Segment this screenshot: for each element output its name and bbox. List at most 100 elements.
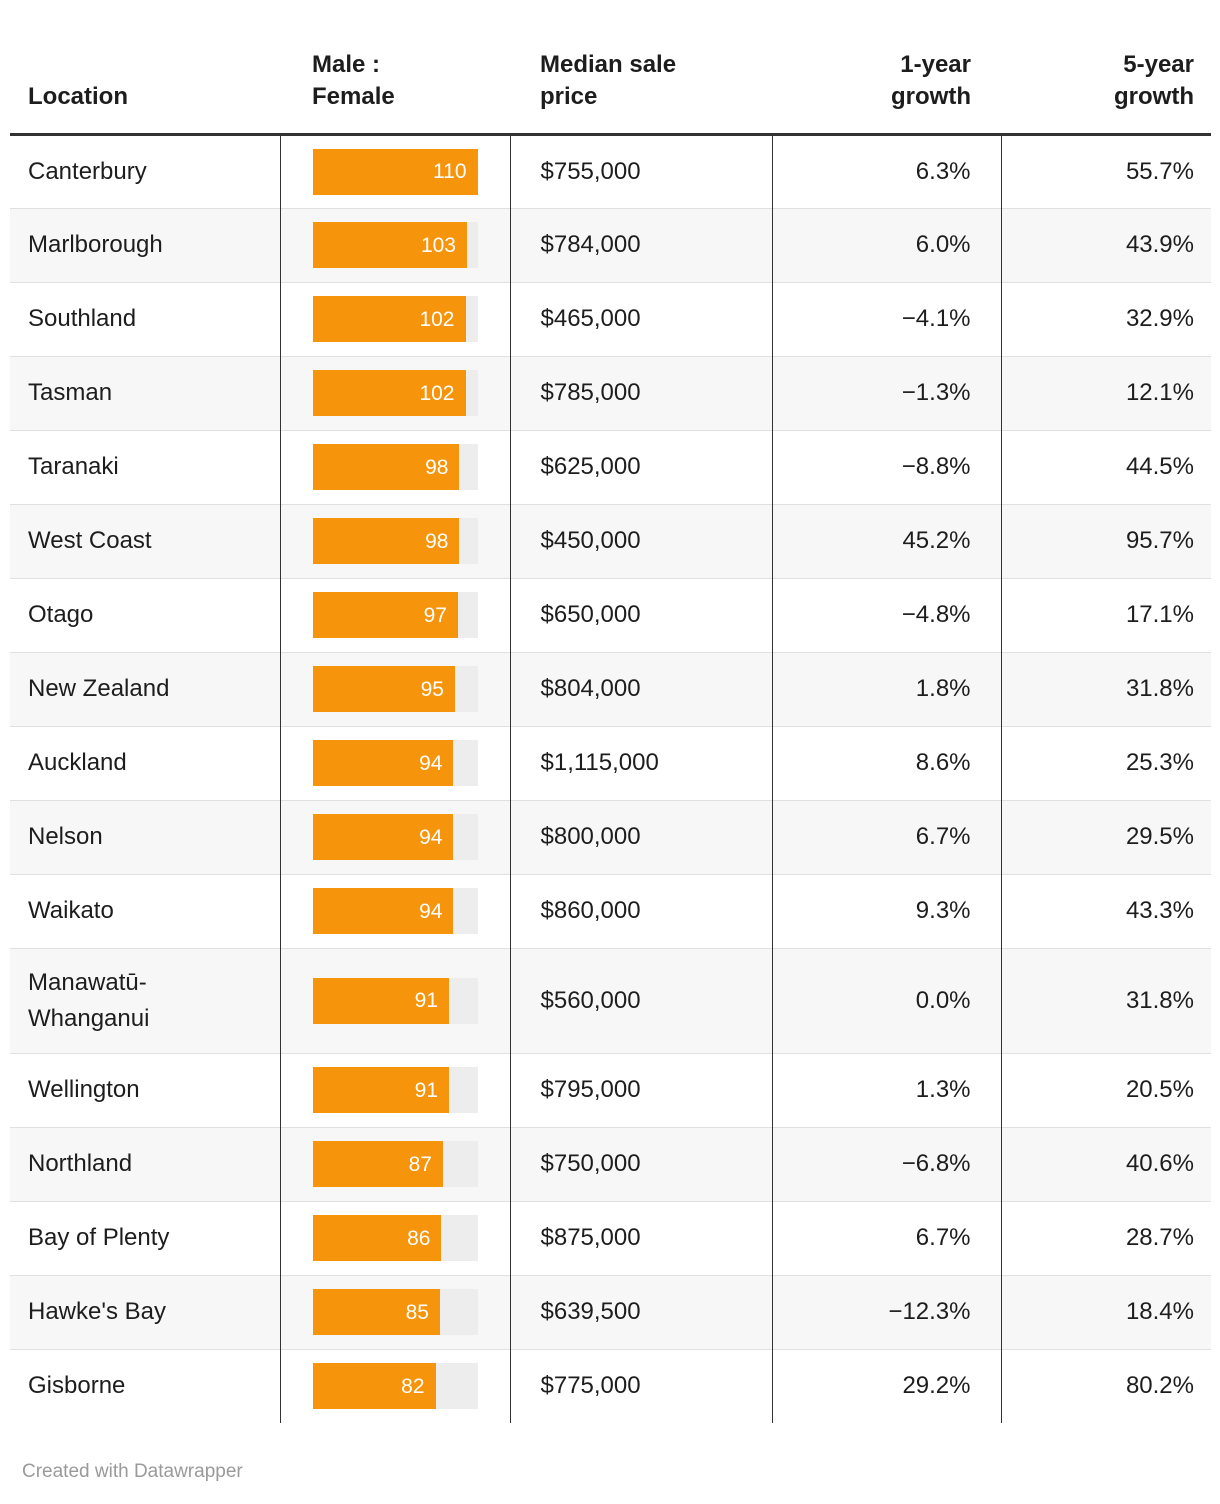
location-label: Gisborne (28, 1372, 126, 1400)
ratio-bar-value: 91 (414, 989, 438, 1012)
cell-5-year-growth: 28.7% (1000, 1200, 1211, 1275)
cell-male-female-ratio: 85 (279, 1274, 510, 1349)
cell-1-year-growth: 1.8% (771, 651, 1001, 726)
table-row: Nelson 94 $800,000 6.7% 29.5% (10, 799, 1211, 874)
cell-5-year-growth: 32.9% (1000, 281, 1211, 356)
header-1-year-growth: 1-year growth (772, 0, 1001, 136)
ratio-bar-track: 95 (312, 666, 478, 712)
location-label: Otago (28, 601, 94, 628)
cell-location: Manawatū-Whanganui (10, 947, 280, 1053)
ratio-bar-value: 98 (425, 455, 449, 479)
cell-1-year-growth: −8.8% (771, 429, 1001, 504)
table-row: Auckland 94 $1,115,000 8.6% 25.3% (10, 725, 1211, 800)
cell-5-year-growth: 40.6% (1000, 1126, 1211, 1201)
ratio-bar-value: 110 (433, 160, 467, 183)
ratio-bar-value: 87 (408, 1152, 432, 1176)
ratio-bar: 87 (312, 1141, 443, 1187)
ratio-bar: 82 (312, 1363, 436, 1410)
cell-1-year-growth: −4.1% (771, 281, 1001, 356)
table-row: Marlborough 103 $784,000 6.0% 43.9% (10, 207, 1211, 282)
location-label: Taranaki (28, 453, 119, 480)
ratio-bar-value: 85 (405, 1300, 429, 1324)
cell-1-year-growth: 0.0% (771, 947, 1001, 1053)
location-label: Nelson (28, 823, 103, 850)
ratio-bar-track: 91 (312, 1067, 478, 1113)
cell-location: Canterbury (10, 134, 280, 208)
ratio-bar-track: 86 (312, 1215, 478, 1261)
cell-1-year-growth: −12.3% (771, 1274, 1001, 1349)
cell-median-sale-price: $775,000 (509, 1348, 772, 1423)
table-header: Location Male : Female Median sale price… (10, 0, 1211, 136)
ratio-bar: 102 (312, 370, 466, 416)
cell-male-female-ratio: 94 (279, 725, 510, 800)
ratio-bar-track: 91 (312, 977, 478, 1024)
cell-location: Tasman (10, 355, 280, 430)
cell-male-female-ratio: 91 (279, 1052, 510, 1127)
table-row: Canterbury 110 $755,000 6.3% 55.7% (10, 134, 1211, 208)
header-row: Location Male : Female Median sale price… (10, 0, 1211, 136)
cell-male-female-ratio: 102 (279, 355, 510, 430)
cell-1-year-growth: 8.6% (771, 725, 1001, 800)
cell-5-year-growth: 25.3% (1000, 725, 1211, 800)
table-row: Otago 97 $650,000 −4.8% 17.1% (10, 577, 1211, 652)
ratio-bar: 94 (312, 888, 454, 934)
cell-male-female-ratio: 95 (279, 651, 510, 726)
cell-1-year-growth: 45.2% (771, 503, 1001, 578)
cell-median-sale-price: $784,000 (509, 207, 772, 282)
ratio-bar-track: 94 (312, 814, 478, 860)
datawrapper-credit-link[interactable]: Created with Datawrapper (22, 1461, 243, 1482)
cell-location: Otago (10, 577, 280, 652)
ratio-bar: 110 (312, 148, 478, 195)
location-label: Northland (28, 1150, 133, 1177)
cell-1-year-growth: 6.7% (771, 1200, 1001, 1275)
cell-location: Wellington (10, 1052, 280, 1127)
ratio-bar-track: 97 (312, 592, 478, 638)
table-row: Gisborne 82 $775,000 29.2% 80.2% (10, 1348, 1211, 1423)
ratio-bar: 91 (312, 977, 449, 1024)
ratio-bar-value: 94 (419, 825, 443, 849)
cell-median-sale-price: $785,000 (509, 355, 772, 430)
cell-median-sale-price: $1,115,000 (509, 725, 772, 800)
cell-5-year-growth: 80.2% (1000, 1348, 1211, 1423)
ratio-bar-value: 102 (419, 381, 455, 405)
cell-male-female-ratio: 102 (279, 281, 510, 356)
ratio-bar-track: 94 (312, 740, 478, 786)
table-row: Bay of Plenty 86 $875,000 6.7% 28.7% (10, 1200, 1211, 1275)
cell-5-year-growth: 44.5% (1000, 429, 1211, 504)
ratio-bar: 86 (312, 1215, 442, 1261)
cell-median-sale-price: $465,000 (509, 281, 772, 356)
cell-median-sale-price: $750,000 (509, 1126, 772, 1201)
ratio-bar: 95 (312, 666, 455, 712)
cell-median-sale-price: $639,500 (509, 1274, 772, 1349)
table-row: Waikato 94 $860,000 9.3% 43.3% (10, 873, 1211, 948)
cell-median-sale-price: $860,000 (509, 873, 772, 948)
ratio-bar: 103 (312, 222, 467, 268)
cell-5-year-growth: 31.8% (1000, 651, 1211, 726)
cell-male-female-ratio: 94 (279, 799, 510, 874)
header-location: Location (10, 0, 280, 136)
ratio-bar: 94 (312, 740, 454, 786)
cell-median-sale-price: $875,000 (509, 1200, 772, 1275)
cell-male-female-ratio: 98 (279, 503, 510, 578)
table-row: Southland 102 $465,000 −4.1% 32.9% (10, 281, 1211, 356)
cell-5-year-growth: 95.7% (1000, 503, 1211, 578)
table-row: Taranaki 98 $625,000 −8.8% 44.5% (10, 429, 1211, 504)
ratio-bar-track: 98 (312, 444, 478, 490)
table-row: Hawke's Bay 85 $639,500 −12.3% 18.4% (10, 1274, 1211, 1349)
cell-5-year-growth: 29.5% (1000, 799, 1211, 874)
footer: Created with Datawrapper (22, 1461, 1211, 1483)
cell-5-year-growth: 31.8% (1000, 947, 1211, 1053)
cell-median-sale-price: $450,000 (509, 503, 772, 578)
table-row: Wellington 91 $795,000 1.3% 20.5% (10, 1052, 1211, 1127)
ratio-bar-track: 85 (312, 1289, 478, 1335)
location-label: West Coast (28, 527, 152, 554)
cell-5-year-growth: 18.4% (1000, 1274, 1211, 1349)
location-label: Bay of Plenty (28, 1224, 170, 1251)
cell-location: Bay of Plenty (10, 1200, 280, 1275)
table-row: West Coast 98 $450,000 45.2% 95.7% (10, 503, 1211, 578)
cell-location: Marlborough (10, 207, 280, 282)
cell-median-sale-price: $560,000 (509, 947, 772, 1053)
ratio-bar-value: 86 (407, 1226, 431, 1250)
location-label: Tasman (28, 379, 113, 406)
